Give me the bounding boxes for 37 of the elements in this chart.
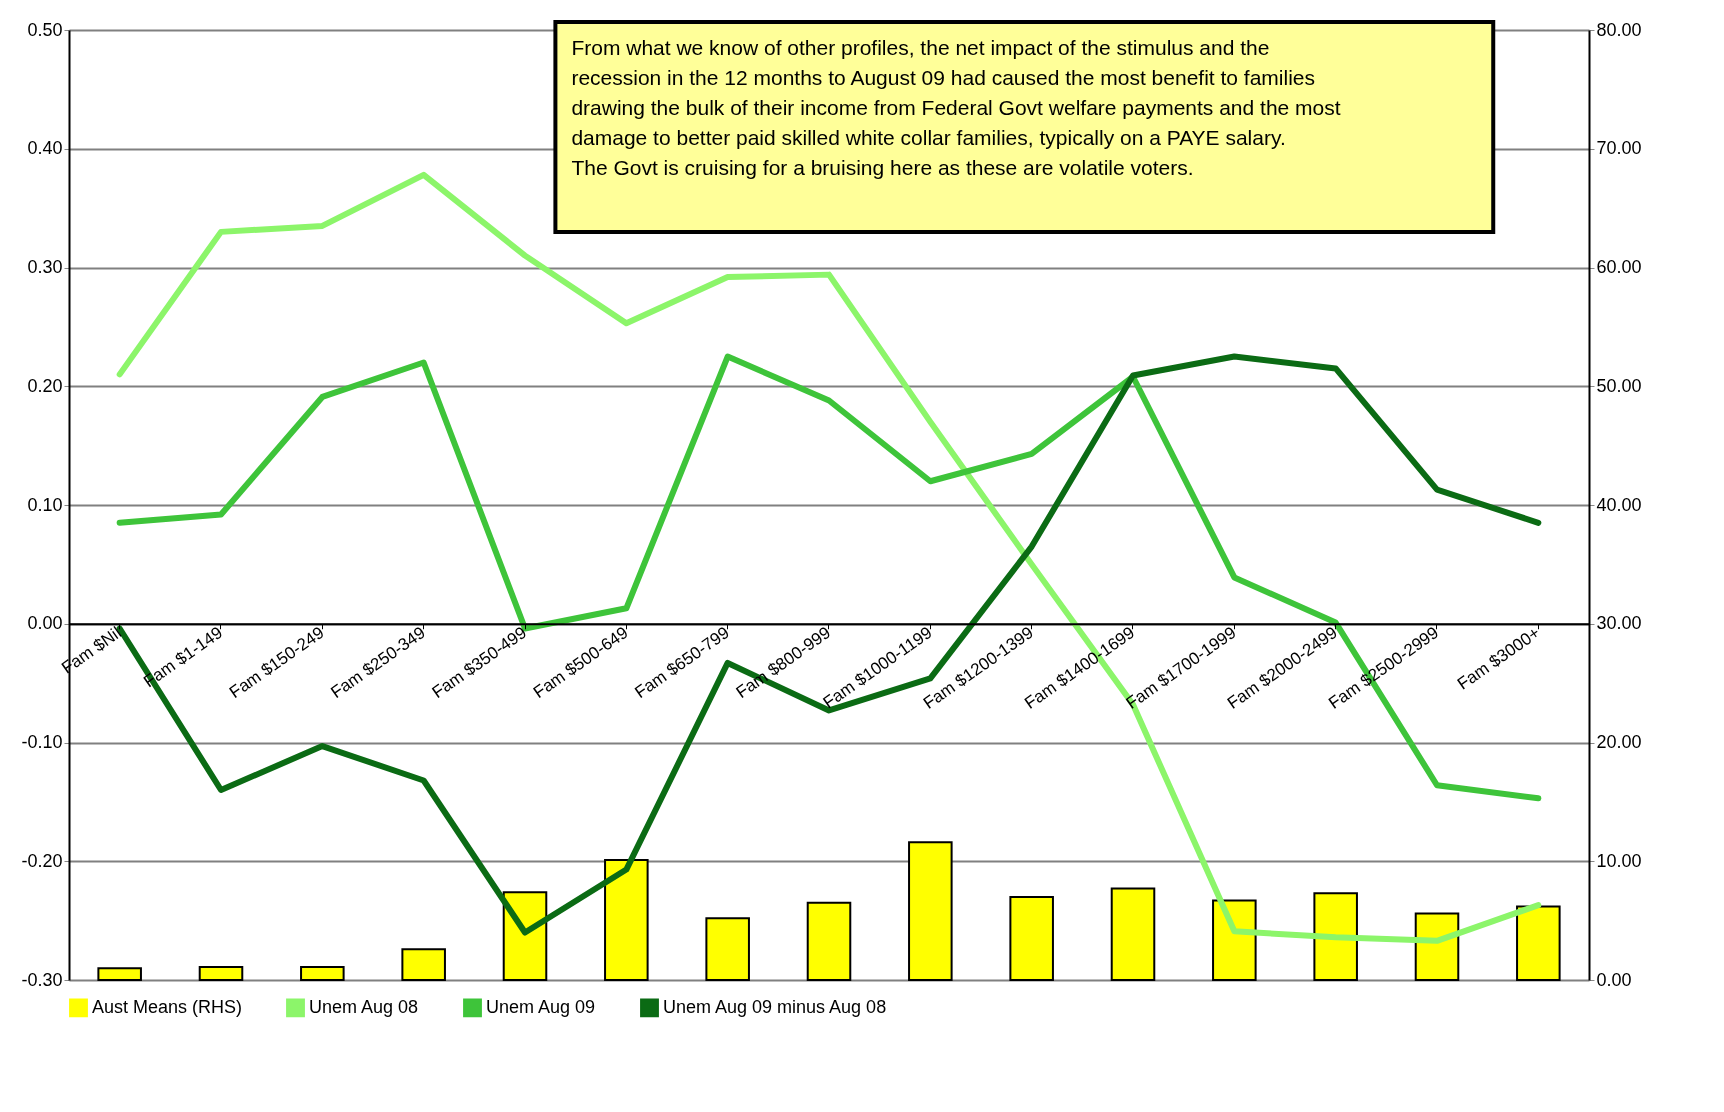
y-tick-label: 0.50	[27, 19, 63, 40]
bar	[97, 967, 142, 981]
annotation: From what we know of other profiles, the net impact of the stimulus and the recession in the 12 months to August 09 had caused the most benefit to families drawing the bulk of their income from Federal Govt welfare payments and the most damage to better paid skilled white collar families, typically on a PAYE salary.	[571, 36, 1341, 149]
bar	[1009, 895, 1054, 981]
bar	[604, 859, 649, 981]
y-tick-label: -0.10	[21, 732, 63, 752]
bar	[1516, 905, 1561, 981]
legend-label: Unem Aug 09	[486, 996, 596, 1017]
y2-tick-label: 30.00	[1596, 613, 1642, 634]
y-tick-label: 0.30	[27, 257, 63, 277]
y2-tick-label: 40.00	[1596, 494, 1642, 515]
y-tick-label: 0.10	[27, 494, 63, 515]
bar	[1212, 899, 1257, 981]
y-tick-label: 0.40	[27, 138, 63, 159]
y2-tick-label: 50.00	[1596, 375, 1642, 396]
bar	[1313, 892, 1358, 981]
y-tick-label: -0.30	[21, 969, 63, 990]
bar	[1110, 887, 1156, 981]
y2-tick-label: 70.00	[1596, 138, 1642, 159]
y-tick-label: 0.20	[27, 375, 63, 396]
bar	[401, 948, 446, 981]
bar	[806, 901, 852, 981]
legend-label: Unem Aug 08	[309, 996, 419, 1017]
y2-tick-label: 10.00	[1596, 850, 1642, 871]
bar	[300, 965, 345, 981]
bar	[908, 841, 953, 981]
legend-label: Aust Means (RHS)	[92, 996, 243, 1017]
y2-tick-label: 80.00	[1596, 19, 1642, 40]
annotation: The Govt is cruising for a bruising here as these are volatile voters.	[571, 156, 1194, 179]
bar	[198, 965, 244, 981]
y2-tick-label: 20.00	[1596, 732, 1642, 752]
y2-tick-label: 0.00	[1596, 969, 1632, 990]
bar	[705, 917, 750, 981]
y2-tick-label: 60.00	[1596, 257, 1642, 277]
y-tick-label: 0.00	[27, 613, 63, 634]
y-tick-label: -0.20	[21, 850, 63, 871]
legend-label: Unem Aug 09 minus Aug 08	[663, 996, 887, 1017]
